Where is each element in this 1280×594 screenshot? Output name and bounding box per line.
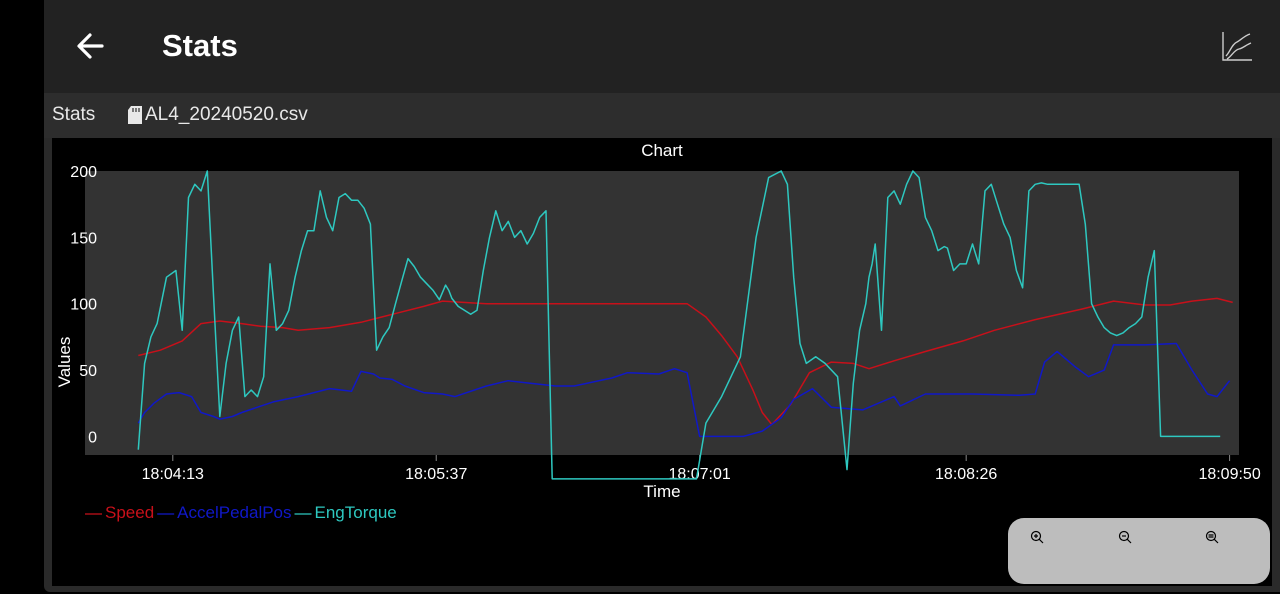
y-tick-label: 50 bbox=[79, 363, 97, 380]
line-chart[interactable]: 0 50 100 150 200 18:04:13 18:05:37 18:07:01 18:… bbox=[52, 138, 1272, 586]
plot-area bbox=[85, 171, 1239, 455]
y-tick-label: 200 bbox=[70, 164, 97, 181]
x-tick-label: 18:09:50 bbox=[1198, 466, 1260, 483]
sd-card-icon bbox=[128, 106, 142, 124]
file-name: AL4_20240520.csv bbox=[145, 104, 308, 125]
x-axis-label: Time bbox=[643, 482, 680, 501]
chart-mode-button[interactable] bbox=[1220, 30, 1254, 64]
y-axis-label: Values bbox=[55, 337, 74, 388]
arrow-left-icon bbox=[77, 33, 104, 59]
file-bar: Stats AL4_20240520.csv bbox=[44, 93, 1280, 138]
legend-label: EngTorque bbox=[315, 503, 397, 522]
zoom-out-icon bbox=[1118, 530, 1132, 544]
x-tick-label: 18:05:37 bbox=[405, 466, 467, 483]
zoom-reset-icon bbox=[1205, 530, 1219, 544]
zoom-out-button[interactable] bbox=[1118, 530, 1132, 544]
zoom-in-icon bbox=[1030, 530, 1044, 544]
chart-lines-icon bbox=[1222, 32, 1252, 61]
chart-title: Chart bbox=[641, 141, 683, 160]
legend-label: Speed bbox=[105, 503, 154, 522]
x-tick-label: 18:04:13 bbox=[142, 466, 204, 483]
back-button[interactable] bbox=[72, 28, 108, 64]
zoom-reset-button[interactable] bbox=[1205, 530, 1219, 544]
y-tick-label: 100 bbox=[70, 297, 97, 314]
series-line-engtorque bbox=[137, 170, 1221, 480]
zoom-controls bbox=[1008, 518, 1270, 584]
x-tick-label: 18:07:01 bbox=[668, 466, 730, 483]
page-title: Stats bbox=[162, 28, 238, 63]
y-tick-label: 0 bbox=[88, 429, 97, 446]
app-bar: Stats bbox=[44, 0, 1280, 93]
zoom-in-button[interactable] bbox=[1030, 530, 1044, 544]
chart-legend: Speed AccelPedalPos EngTorque bbox=[85, 503, 397, 522]
app-window: Stats Stats AL4_20240520.csv 0 50 100 150 20… bbox=[44, 0, 1280, 592]
stats-label: Stats bbox=[52, 104, 96, 125]
series-line-accelpedalpos bbox=[137, 342, 1231, 438]
x-tick-label: 18:08:26 bbox=[935, 466, 997, 483]
chart-panel[interactable]: 0 50 100 150 200 18:04:13 18:05:37 18:07:01 18:… bbox=[52, 138, 1272, 586]
legend-label: AccelPedalPos bbox=[177, 503, 291, 522]
y-tick-label: 150 bbox=[70, 230, 97, 247]
